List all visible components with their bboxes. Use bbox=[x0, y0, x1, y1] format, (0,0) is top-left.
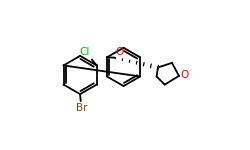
Text: Cl: Cl bbox=[79, 47, 90, 57]
Text: O: O bbox=[181, 70, 189, 80]
Text: O: O bbox=[115, 47, 123, 57]
Text: Br: Br bbox=[76, 103, 87, 113]
